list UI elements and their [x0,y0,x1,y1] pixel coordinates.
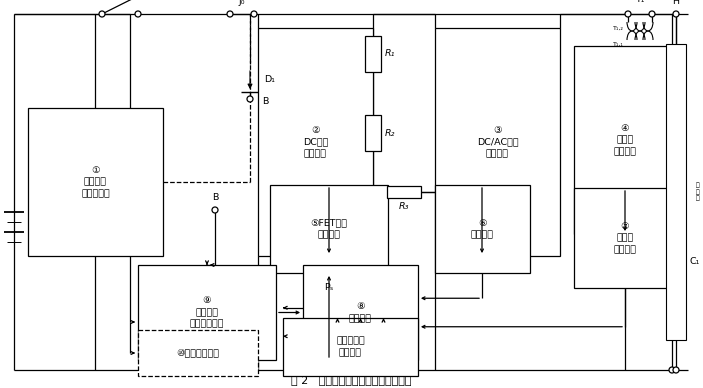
Bar [365,36,381,72]
Text: R₃: R₃ [399,202,409,211]
Bar [283,318,418,376]
Bar [574,46,676,234]
Text: ⑤FET栅极
驱动电路: ⑤FET栅极 驱动电路 [311,218,347,239]
Circle shape [673,11,679,17]
Circle shape [227,11,233,17]
Text: ⑦
灯点亮
起动电路: ⑦ 灯点亮 起动电路 [614,222,636,254]
Text: B: B [212,193,218,202]
Bar [258,28,373,256]
Circle shape [673,367,679,373]
Circle shape [649,11,655,17]
Text: 图 2   快速起动点亮供电电路总体框图: 图 2 快速起动点亮供电电路总体框图 [291,375,411,385]
Circle shape [99,11,105,17]
Circle shape [247,96,253,102]
Text: ②
DC电压
提升电路: ② DC电压 提升电路 [303,126,328,158]
Text: ①
切断电源
继电器电路: ① 切断电源 继电器电路 [81,166,110,198]
Bar [138,330,258,376]
Text: B: B [262,97,269,106]
Text: D₁: D₁ [264,76,275,85]
Text: 金
卤
灯: 金 卤 灯 [696,183,699,201]
Text: T₁: T₁ [636,0,645,4]
Bar [435,28,560,256]
Bar [365,116,381,151]
Circle shape [669,367,675,373]
Text: ⑧
控制电路: ⑧ 控制电路 [349,302,372,323]
Text: ③
DC/AC高频
变换电路: ③ DC/AC高频 变换电路 [477,126,518,158]
Bar [303,265,418,360]
Bar [435,185,530,273]
Circle shape [251,11,257,17]
Bar [574,188,676,288]
Text: H: H [673,0,680,6]
Text: T₁,₁: T₁,₁ [612,42,624,47]
Bar [270,185,388,273]
Text: R₂: R₂ [385,128,395,137]
Text: ⑥
定时电路: ⑥ 定时电路 [471,218,494,239]
Bar [387,186,421,198]
Circle shape [135,11,141,17]
Bar [666,44,686,340]
Text: ⑨
电源电压
降落检测电路: ⑨ 电源电压 降落检测电路 [190,296,224,329]
Text: Pₛ: Pₛ [324,282,334,291]
Text: ⑪异常状态
检测电路: ⑪异常状态 检测电路 [336,337,365,357]
Bar [28,108,163,256]
Circle shape [625,11,631,17]
Text: ⑩低压关灯电路: ⑩低压关灯电路 [176,348,219,357]
Text: ④
金卤灯
点亮电路: ④ 金卤灯 点亮电路 [614,124,636,156]
Text: R₁: R₁ [385,50,395,59]
Text: C₁: C₁ [690,256,700,265]
Circle shape [212,207,218,213]
Bar [138,265,276,360]
Text: J₀: J₀ [239,0,245,6]
Text: T₁,₂: T₁,₂ [612,26,624,31]
